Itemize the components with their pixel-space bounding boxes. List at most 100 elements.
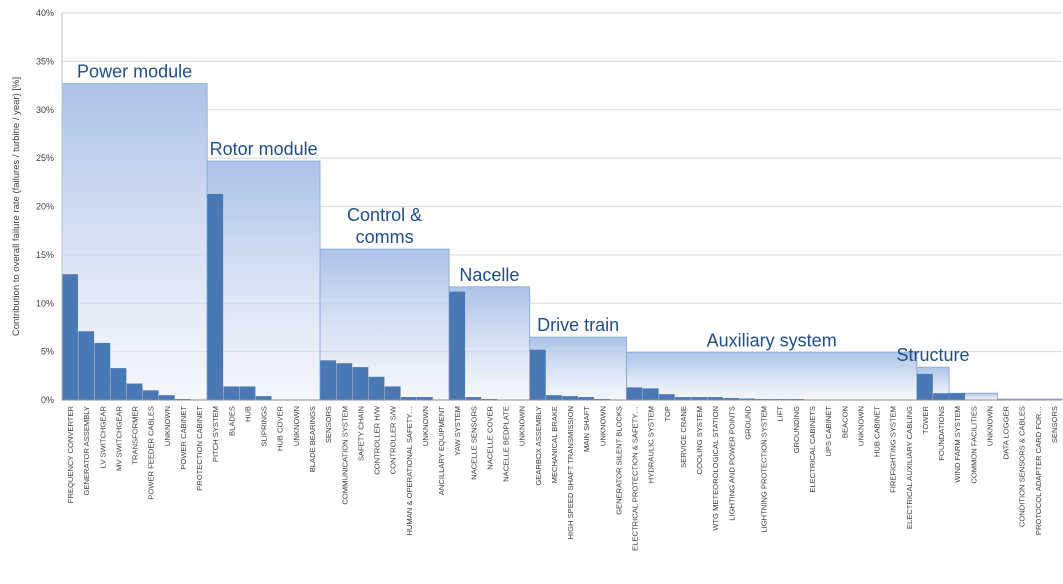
- x-tick-label: SENSORS: [1050, 406, 1059, 443]
- x-tick-label: MV SWITCHGEAR: [114, 405, 123, 470]
- bar: [658, 394, 675, 400]
- bar: [675, 397, 691, 400]
- bar: [62, 274, 78, 400]
- x-tick-label: UPS CABINET: [824, 406, 833, 457]
- x-tick-label: MECHANICAL BRAKE: [550, 406, 559, 483]
- x-tick-label: YAW SYSTEM: [453, 406, 462, 456]
- x-tick-label: GROUNDING: [792, 406, 801, 453]
- y-tick-label: 40%: [36, 8, 54, 18]
- x-tick-label: CONTROLLER S/W: [389, 405, 398, 474]
- bar: [158, 395, 175, 400]
- x-tick-label: COOLING SYSTEM: [695, 406, 704, 474]
- x-tick-label: GEARBOX ASSEMBLY: [534, 406, 543, 486]
- bar: [739, 398, 756, 400]
- bar: [562, 396, 578, 400]
- x-tick-label: SERVICE CRANE: [679, 406, 688, 468]
- bar: [384, 386, 401, 400]
- x-tick-label: GROUND: [743, 405, 752, 439]
- bar: [707, 397, 724, 400]
- bar: [255, 396, 272, 400]
- x-tick-label: UNKNOWN: [163, 406, 172, 446]
- x-tick-label: GENERATOR ASSEMBLY: [82, 406, 91, 495]
- x-tick-label: TOWER: [921, 405, 930, 434]
- bar: [94, 342, 111, 400]
- x-tick-label: SLIPRINGS: [260, 406, 269, 447]
- x-tick-label: NACELLE COVER: [485, 405, 494, 469]
- bar: [223, 386, 240, 400]
- module-label: Control &: [347, 205, 422, 225]
- y-tick-label: 35%: [36, 56, 54, 66]
- x-tick-label: CONDITION SENSORS & CABLES: [1018, 406, 1027, 527]
- x-tick-label: SAFETY CHAIN: [356, 406, 365, 461]
- module-labels: Power module Rotor module Control &comms Na…: [77, 62, 969, 365]
- bar: [110, 368, 127, 400]
- x-tick-label: UNKNOWN: [292, 406, 301, 446]
- x-tick-label: UNKNOWN: [421, 406, 430, 446]
- axes: [61, 13, 1062, 401]
- x-tick-label: DATA LOGGER: [1002, 405, 1011, 459]
- x-tick-label: HIGH SPEED SHAFT TRANSMISSION: [566, 406, 575, 539]
- x-tick-label: NACELLE SENSORS: [469, 406, 478, 480]
- x-tick-label: PROTECTION CABINET: [195, 406, 204, 491]
- x-tick-label: WTG METEOROLOGICAL STATION: [711, 406, 720, 531]
- y-tick-label: 25%: [36, 153, 54, 163]
- bar: [626, 387, 643, 400]
- bar: [465, 397, 482, 400]
- x-tick-label: HUMAN & OPERATIONAL SAFETY…: [405, 406, 414, 536]
- x-tick-label: WIND FARM SYSTEM: [953, 406, 962, 483]
- module-block: [206, 160, 321, 401]
- bar: [529, 349, 546, 400]
- bar: [320, 360, 337, 400]
- x-tick-label: LV SWITCHGEAR: [98, 405, 107, 468]
- module-label: Power module: [77, 62, 192, 82]
- x-tick-label: UNKNOWN: [856, 406, 865, 446]
- x-tick-label: LIGHTNING PROTECTION SYSTEM: [760, 406, 769, 533]
- bar: [126, 383, 143, 400]
- x-tick-label: HUB: [243, 406, 252, 422]
- x-tick-label: TRANSFORMER: [131, 405, 140, 464]
- bar: [578, 397, 595, 400]
- x-tick-label: BEACON: [840, 406, 849, 438]
- x-tick-label: HUB COVER: [276, 405, 285, 451]
- bar: [642, 388, 659, 400]
- x-tick-label: CONTROLLER H/W: [373, 405, 382, 475]
- x-tick-label: TOP: [663, 406, 672, 421]
- bar: [917, 373, 933, 400]
- bar: [723, 398, 740, 400]
- bar: [546, 395, 562, 400]
- bar: [336, 363, 353, 400]
- bar: [368, 376, 385, 400]
- x-tick-label: MAIN SHAFT: [582, 406, 591, 452]
- x-tick-label: BLADE BEARINGS: [308, 406, 317, 472]
- x-tick-label: FREQUENCY CONVERTER: [66, 405, 75, 503]
- y-tick-label: 30%: [36, 105, 54, 115]
- y-axis-label: Contribution to overall failure rate (fa…: [11, 77, 22, 336]
- x-tick-label: UNKNOWN: [518, 406, 527, 446]
- x-tick-label: GENERATOR SILENT BLOCKS: [614, 406, 623, 515]
- module-label: Nacelle: [459, 265, 519, 285]
- y-tick-label: 0%: [41, 395, 54, 405]
- x-tick-label: LIFT: [776, 406, 785, 422]
- x-tick-label: FOUNDATIONS: [937, 406, 946, 461]
- module-label: comms: [356, 227, 414, 247]
- x-tick-label: POWER FEEDER CABLES: [147, 406, 156, 500]
- x-tick-label: SENSORS: [324, 406, 333, 443]
- x-tick-label: ELECTRICAL AUXILIARY CABLING: [905, 406, 914, 529]
- y-tick-label: 20%: [36, 202, 54, 212]
- bar: [239, 386, 256, 400]
- y-tick-label: 15%: [36, 250, 54, 260]
- x-tick-label: UNKNOWN: [598, 406, 607, 446]
- y-axis-ticks: 0% 5% 10% 15% 20% 25% 30% 35% 40%: [36, 8, 54, 405]
- x-tick-label: POWER CABINET: [179, 406, 188, 470]
- x-tick-label: ELECTRICAL CABINETS: [808, 406, 817, 493]
- bar: [207, 193, 224, 400]
- bar: [142, 390, 159, 400]
- x-axis-categories: FREQUENCY CONVERTER GENERATOR ASSEMBLY LV …: [66, 405, 1059, 551]
- module-label: Rotor module: [210, 139, 318, 159]
- x-tick-label: ANCILLARY EQUIPMENT: [437, 406, 446, 496]
- x-tick-label: LIGHTING AND POWER POINTS: [727, 406, 736, 521]
- bar: [417, 397, 433, 400]
- bar: [449, 291, 466, 400]
- x-tick-label: NACELLE BEDPLATE: [502, 406, 511, 482]
